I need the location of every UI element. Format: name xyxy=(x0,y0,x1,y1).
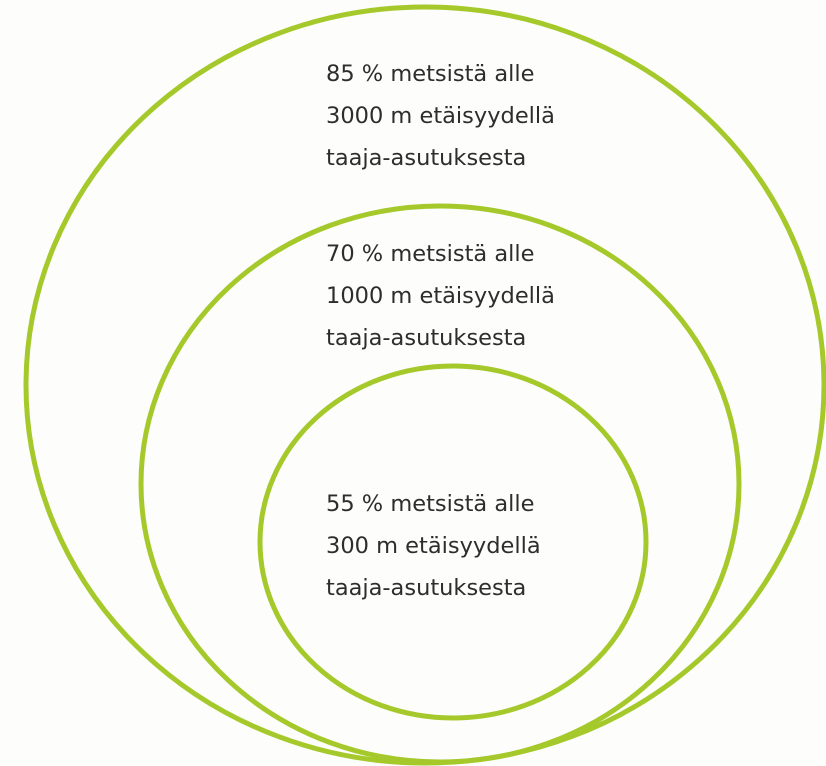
middle-ring-label-line: taaja-asutuksesta xyxy=(326,325,527,351)
outer-ring-label: 85 % metsistä alle 3000 m etäisyydellä t… xyxy=(326,53,555,179)
inner-ring-label-line: taaja-asutuksesta xyxy=(326,575,527,601)
inner-ring-label-line: 300 m etäisyydellä xyxy=(326,533,541,559)
middle-ring xyxy=(138,203,742,765)
middle-ring-label-line: 70 % metsistä alle xyxy=(326,241,535,267)
outer-ring-label-line: taaja-asutuksesta xyxy=(326,145,527,171)
inner-ring-label: 55 % metsistä alle 300 m etäisyydellä ta… xyxy=(326,483,541,609)
outer-ring-label-line: 85 % metsistä alle xyxy=(326,61,535,87)
outer-ring-label-line: 3000 m etäisyydellä xyxy=(326,103,555,129)
middle-ring-label-line: 1000 m etäisyydellä xyxy=(326,283,555,309)
middle-ring-label: 70 % metsistä alle 1000 m etäisyydellä t… xyxy=(326,233,555,359)
inner-ring xyxy=(257,363,649,721)
inner-ring-label-line: 55 % metsistä alle xyxy=(326,491,535,517)
